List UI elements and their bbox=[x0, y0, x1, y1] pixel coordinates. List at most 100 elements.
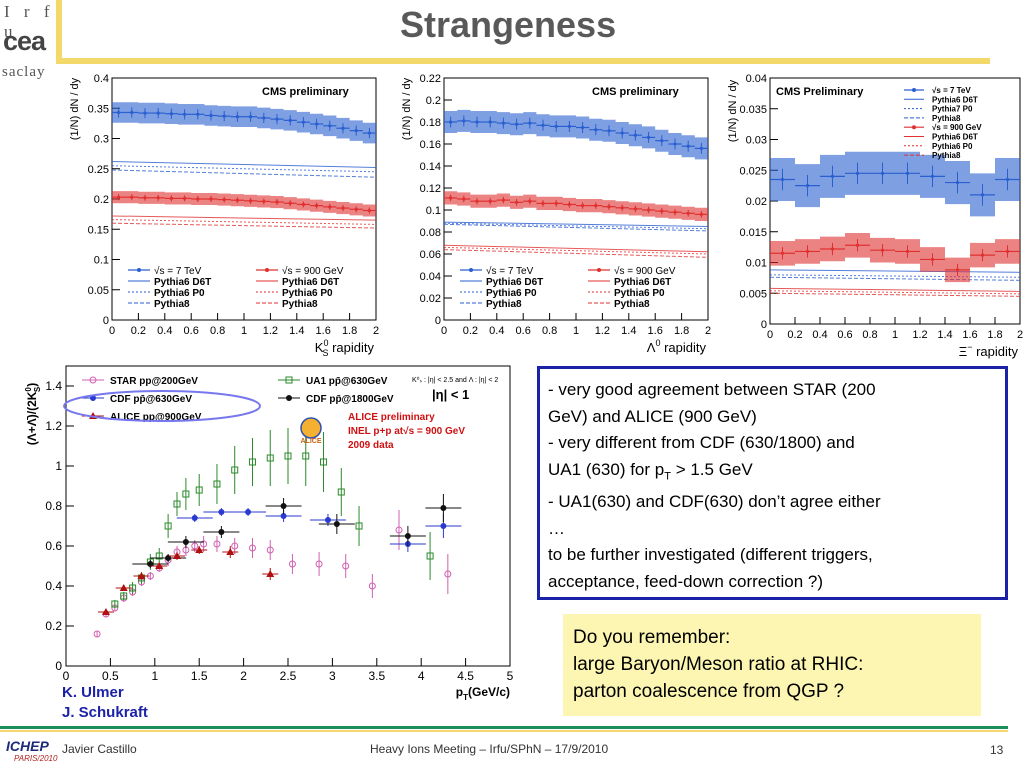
data-point bbox=[333, 521, 340, 527]
systematic-band bbox=[112, 102, 376, 144]
data-point bbox=[780, 251, 785, 255]
data-point bbox=[554, 124, 558, 128]
legend-label: ALICE pp@900GeV bbox=[110, 412, 202, 423]
x-tick-label: 2 bbox=[705, 325, 711, 337]
x-tick-label: 0.2 bbox=[787, 329, 802, 341]
y-tick-label: 0.2 bbox=[426, 95, 441, 107]
gold-accent-horizontal bbox=[56, 58, 990, 64]
data-point bbox=[275, 117, 279, 121]
legend-label: Pythia8 bbox=[486, 299, 522, 310]
legend-label: √s = 7 TeV bbox=[154, 265, 202, 277]
x-tick-label: 2 bbox=[373, 325, 379, 337]
y-tick-label: 0.4 bbox=[45, 579, 62, 593]
footer-divider-gold bbox=[0, 730, 1008, 732]
data-point bbox=[567, 202, 571, 207]
legend-label: Pythia6 D6T bbox=[932, 95, 978, 104]
data-point bbox=[231, 466, 239, 474]
pythia-curve bbox=[443, 246, 709, 255]
x-tick-label: 1.2 bbox=[263, 325, 278, 337]
x-tick-label: 0.4 bbox=[812, 329, 827, 341]
data-point bbox=[226, 548, 235, 555]
data-point bbox=[222, 114, 226, 118]
legend-label: √s = 900 GeV bbox=[614, 265, 676, 277]
y-axis-label: (Λ+Λ̄)/(2K0S) bbox=[24, 383, 42, 445]
data-point bbox=[213, 540, 221, 548]
x-tick-label: 0.2 bbox=[463, 325, 478, 337]
data-point bbox=[367, 131, 371, 135]
data-point bbox=[462, 119, 466, 123]
data-point bbox=[182, 539, 189, 545]
data-point bbox=[830, 174, 835, 178]
x-tick-label: 1.6 bbox=[962, 329, 977, 341]
note-line: - UA1(630) and CDF(630) don’t agree eith… bbox=[548, 492, 881, 512]
y-tick-label: 0.2 bbox=[94, 194, 109, 206]
x-tick-label: 0.6 bbox=[837, 329, 852, 341]
data-point bbox=[673, 210, 677, 214]
legend-label: Pythia8 bbox=[932, 151, 961, 160]
authors: K. Ulmer J. Schukraft bbox=[62, 683, 148, 723]
data-point bbox=[183, 196, 187, 200]
data-point bbox=[444, 570, 452, 578]
legend-label: √s = 7 TeV bbox=[932, 86, 971, 95]
data-point bbox=[315, 560, 323, 568]
x-tick-label: 1 bbox=[573, 325, 579, 337]
data-point bbox=[222, 198, 226, 202]
x-axis-label: Λ0 rapidity bbox=[647, 338, 707, 355]
data-point bbox=[245, 509, 252, 515]
x-tick-label: 1.6 bbox=[648, 325, 663, 337]
data-point bbox=[342, 562, 350, 570]
y-tick-label: 0.25 bbox=[88, 164, 109, 176]
pythia-curve bbox=[769, 274, 1021, 278]
data-point bbox=[449, 120, 453, 124]
eta-note: |η| < 1 bbox=[432, 387, 469, 402]
y-tick-label: 0 bbox=[761, 319, 767, 331]
data-point bbox=[855, 171, 860, 175]
y-tick-label: 0.3 bbox=[94, 134, 109, 146]
data-point bbox=[200, 540, 208, 548]
data-point bbox=[567, 124, 571, 128]
data-point bbox=[266, 570, 275, 577]
data-point bbox=[288, 560, 296, 568]
reminder-line: parton coalescence from QGP ? bbox=[573, 681, 845, 702]
x-tick-label: 3 bbox=[329, 669, 336, 683]
kshort-rapidity-chart: 0 0.2 0.4 0.6 0.8 1 1.2 1.4 1.6 1.8 2 0 0.05 0.1 0.15 0… bbox=[69, 73, 379, 358]
alice-label: INEL p+p at√s = 900 GeV bbox=[348, 426, 465, 437]
pythia-curve bbox=[443, 244, 709, 253]
data-point bbox=[647, 135, 651, 139]
data-point bbox=[218, 509, 225, 515]
y-tick-label: 0.2 bbox=[45, 619, 62, 633]
data-point bbox=[660, 139, 664, 143]
legend-marker bbox=[912, 125, 916, 130]
data-point bbox=[404, 533, 411, 539]
note-line: to be further investigated (different tr… bbox=[548, 545, 873, 565]
y-tick-label: 1.2 bbox=[45, 419, 62, 433]
x-tick-label: 1 bbox=[241, 325, 247, 337]
ichep-logo-subtitle: PARIS/2010 bbox=[14, 754, 58, 763]
y-tick-label: 0.12 bbox=[420, 183, 441, 195]
gold-accent-vertical bbox=[56, 0, 62, 64]
author-name: K. Ulmer bbox=[62, 684, 124, 701]
data-point bbox=[673, 142, 677, 146]
data-point bbox=[686, 211, 690, 215]
data-point bbox=[541, 201, 545, 205]
x-tick-label: 0.4 bbox=[489, 325, 504, 337]
x-tick-label: 1.4 bbox=[289, 325, 304, 337]
data-point bbox=[367, 208, 371, 213]
data-point bbox=[475, 199, 479, 203]
legend-label: Pythia8 bbox=[932, 114, 961, 123]
data-point bbox=[830, 247, 835, 251]
data-point bbox=[156, 111, 160, 115]
x-tick-label: 1 bbox=[892, 329, 898, 341]
legend-label: √s = 7 TeV bbox=[486, 265, 534, 277]
reminder-line: large Baryon/Meson ratio at RHIC: bbox=[573, 654, 864, 675]
x-tick-label: 0 bbox=[63, 669, 70, 683]
y-tick-label: 0.1 bbox=[94, 255, 109, 267]
cms-preliminary-label: CMS preliminary bbox=[262, 86, 350, 98]
data-point bbox=[440, 505, 447, 511]
data-point bbox=[354, 207, 358, 211]
data-point bbox=[440, 523, 447, 529]
cms-preliminary-label: CMS preliminary bbox=[592, 86, 680, 98]
data-point bbox=[130, 195, 134, 199]
data-point bbox=[249, 115, 253, 119]
legend-marker bbox=[912, 88, 916, 92]
